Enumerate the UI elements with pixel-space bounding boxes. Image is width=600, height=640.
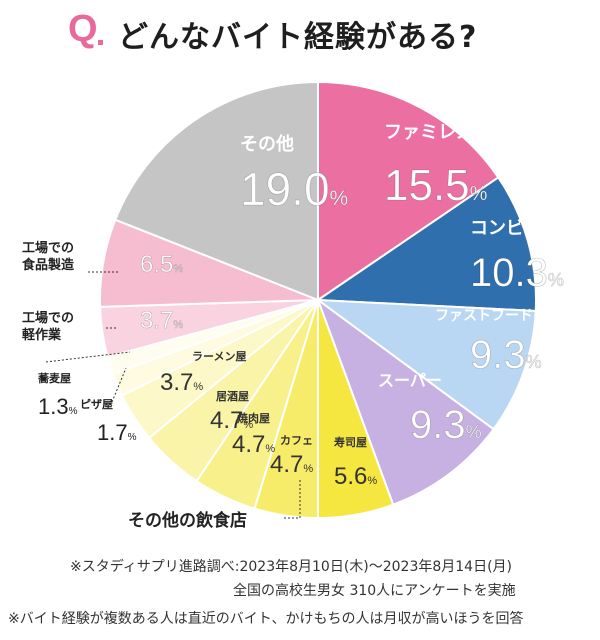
slice-value: 19.0%: [240, 163, 348, 215]
pie-slice: [314, 176, 537, 313]
slice-label: その他: [240, 133, 294, 155]
pie-labels: ファミレス15.5%コンビニ10.3%ファストフード9.3%スーパー9.3%寿司…: [22, 122, 564, 531]
percent-unit: %: [193, 381, 203, 393]
slice-value: 15.5%: [384, 161, 488, 210]
pie-slices: [99, 80, 537, 520]
pie-slice: [317, 80, 500, 302]
slice-label: 軽作業: [22, 327, 62, 343]
percent-unit: %: [548, 270, 564, 290]
slice-value: 1.7%: [97, 420, 137, 445]
leader-lines: [45, 271, 301, 519]
percent-unit: %: [265, 443, 275, 455]
slice-label: コンビニ: [470, 218, 542, 239]
footer-survey: 全国の高校生男女 310人にアンケートを実施: [233, 583, 516, 599]
slice-label: 工場での: [22, 310, 74, 326]
footer-note: ※バイト経験が複数ある人は直近のバイト、かけもちの人は月収が高いほうを回答: [8, 611, 524, 627]
slice-value: 10.3%: [470, 251, 564, 295]
title-q-mark: Q: [68, 8, 98, 50]
percent-unit: %: [466, 422, 482, 442]
slice-label: ファミレス: [384, 122, 474, 143]
slice-label: 居酒屋: [216, 390, 249, 403]
slice-label: ラーメン屋: [192, 350, 247, 363]
percent-unit: %: [173, 319, 183, 331]
slice-label: 焼肉屋: [237, 411, 270, 425]
title-dot: [98, 40, 103, 45]
slice-value: 9.3%: [410, 403, 482, 447]
slice-label: 寿司屋: [334, 435, 367, 449]
group-label: その他の飲食店: [128, 510, 247, 531]
slice-label: スーパー: [378, 371, 442, 390]
pie-slice: [314, 298, 537, 431]
slice-value: 3.7%: [140, 307, 183, 334]
percent-unit: %: [173, 263, 183, 275]
pie-slice: [114, 80, 319, 302]
group-bracket: [284, 480, 301, 519]
percent-unit: %: [69, 406, 78, 417]
slice-value: 1.3%: [38, 394, 78, 419]
slice-label: 工場での: [22, 240, 74, 256]
slice-label: 蕎麦屋: [37, 371, 71, 385]
percent-unit: %: [330, 187, 349, 210]
slice-label: ピザ屋: [80, 398, 113, 411]
percent-unit: %: [303, 463, 313, 475]
percent-unit: %: [526, 352, 542, 372]
percent-unit: %: [243, 419, 253, 431]
percent-unit: %: [367, 475, 377, 487]
chart-title: どんなバイト経験がある?: [118, 20, 478, 55]
slice-label: カフェ: [280, 434, 313, 447]
pie-slice: [315, 297, 495, 506]
title: Q どんなバイト経験がある?: [0, 0, 600, 70]
footer-source: ※スタディサプリ進路調べ:2023年8月10日(木)〜2023年8月14日(月): [70, 559, 513, 575]
slice-label: ファストフード: [435, 308, 533, 324]
slice-label: 食品製造: [22, 257, 75, 273]
percent-unit: %: [470, 183, 488, 205]
percent-unit: %: [128, 432, 137, 443]
slice-value: 6.5%: [140, 251, 183, 278]
